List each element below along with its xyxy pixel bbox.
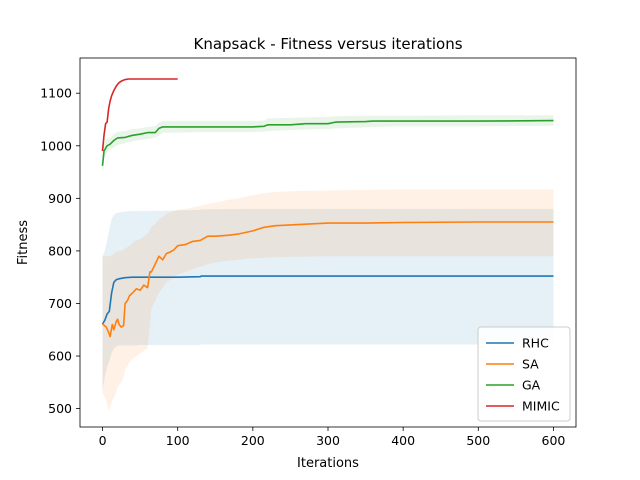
x-tick-label: 500 [466, 433, 490, 448]
series-lines [101, 78, 554, 338]
y-axis: 500 600 700 800 900 1000 1100 [40, 86, 80, 416]
y-tick-label: 600 [48, 349, 72, 364]
legend-label-ga: GA [522, 378, 541, 393]
ga-line [101, 119, 554, 166]
y-tick-label: 1100 [40, 86, 72, 101]
y-tick-label: 900 [48, 191, 72, 206]
legend-label-mimic: MIMIC [522, 399, 560, 414]
x-axis-label: Iterations [297, 456, 359, 471]
x-tick-label: 400 [391, 433, 415, 448]
rhc-band [102, 208, 554, 391]
y-tick-label: 700 [48, 296, 72, 311]
x-tick-label: 300 [316, 433, 340, 448]
legend: RHC SA GA MIMIC [477, 326, 571, 422]
x-tick-label: 100 [166, 433, 190, 448]
y-tick-label: 1000 [40, 138, 72, 153]
x-axis: 0 100 200 300 400 500 600 [99, 427, 566, 448]
y-axis-label: Fitness [16, 220, 31, 265]
ga-band [102, 115, 554, 175]
legend-label-rhc: RHC [522, 336, 549, 351]
rhc-line [101, 275, 554, 325]
sa-band [102, 189, 554, 412]
x-tick-label: 0 [99, 433, 107, 448]
x-tick-label: 600 [542, 433, 566, 448]
chart-title: Knapsack - Fitness versus iterations [193, 35, 462, 53]
x-tick-label: 200 [241, 433, 265, 448]
legend-frame [477, 326, 571, 422]
y-tick-label: 800 [48, 243, 72, 258]
legend-label-sa: SA [522, 357, 539, 372]
y-tick-label: 500 [48, 401, 72, 416]
sa-line [101, 221, 554, 338]
mimic-line [101, 78, 178, 152]
confidence-bands [102, 115, 554, 412]
